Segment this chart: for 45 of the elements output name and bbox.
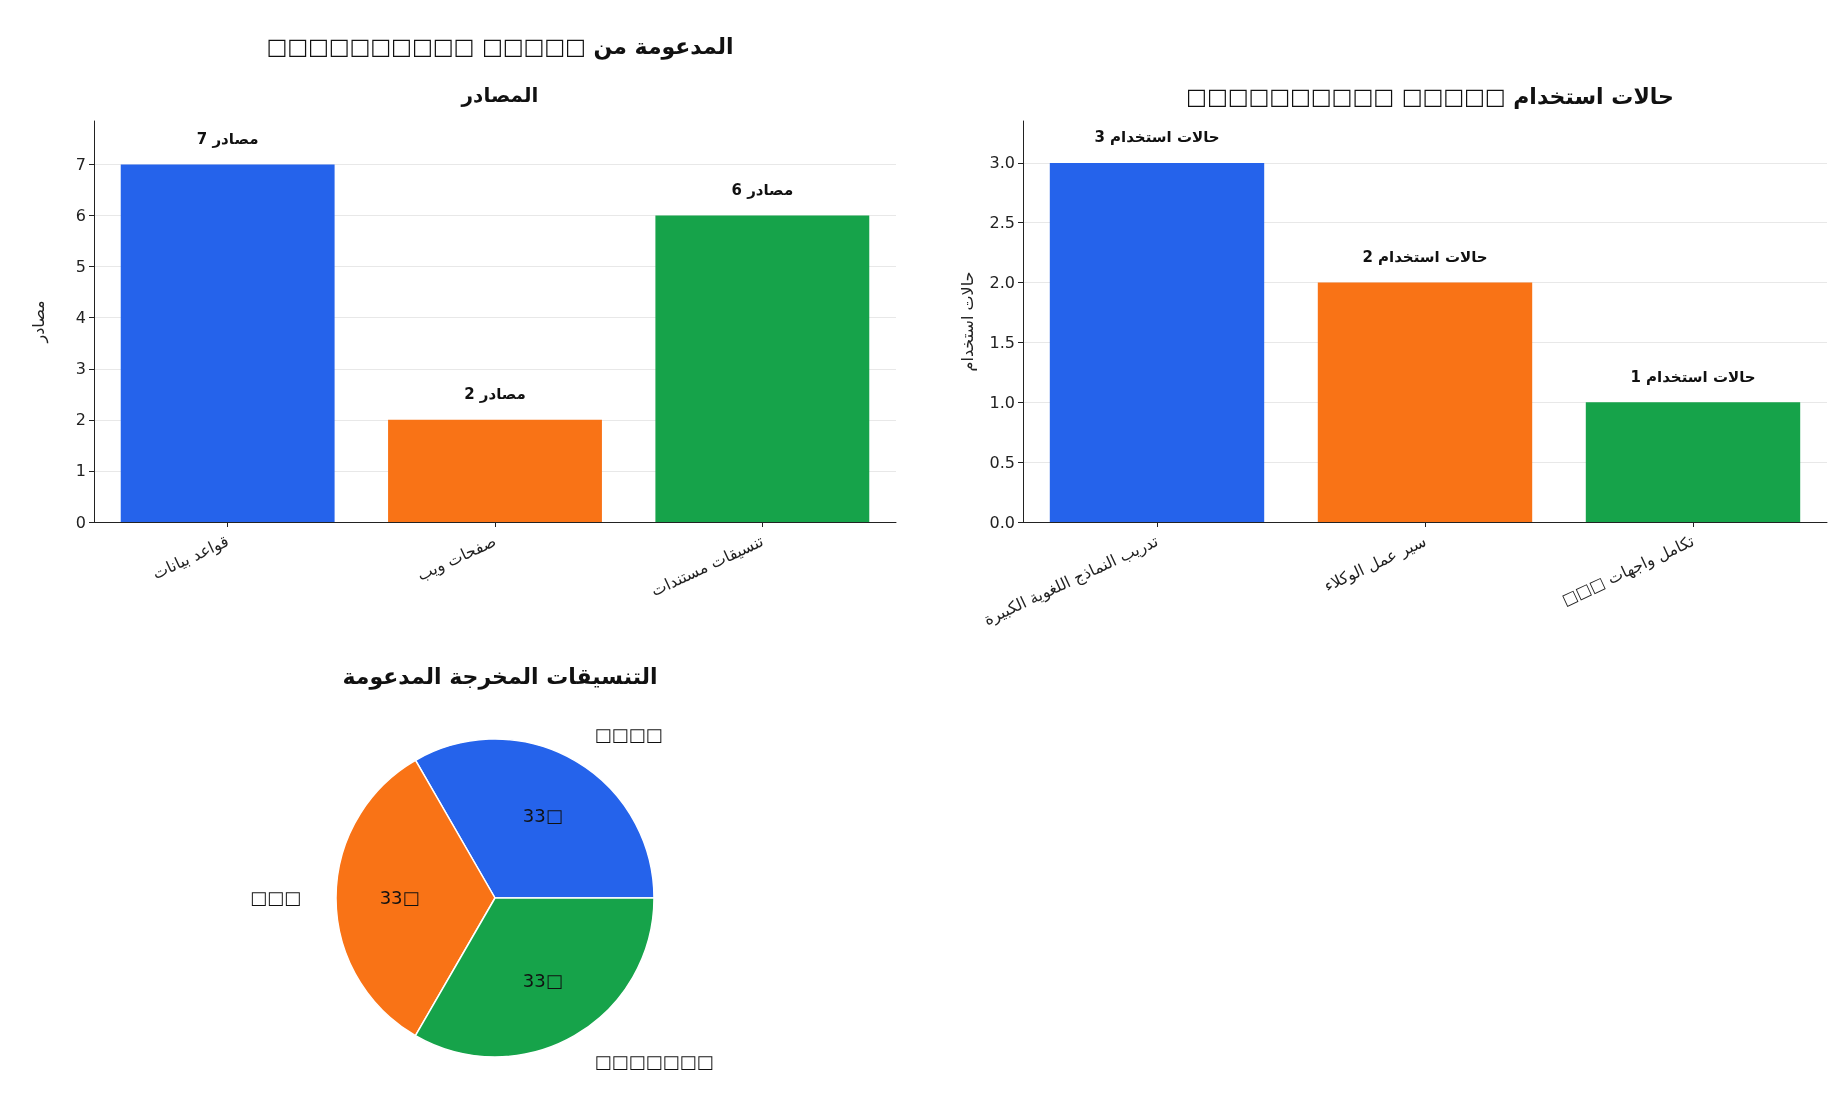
y-axis-title: مصادر — [28, 300, 49, 344]
y-tick-label: 3.0 — [989, 153, 1015, 173]
x-tick-label: تنسيقات مستندات — [647, 531, 767, 601]
slice-label: □□□□□□□ — [594, 1051, 714, 1073]
data-label: 2 حالات استخدام — [1362, 248, 1488, 267]
x-tick-label: تدريب النماذج اللغوية الكبيرة — [980, 531, 1162, 630]
slice-label: □□□□ — [594, 723, 663, 745]
data-label: 7 مصادر — [196, 129, 259, 148]
y-tick-label: 1 — [75, 461, 86, 481]
y-tick-label: 0.5 — [989, 452, 1015, 472]
y-tick-label: 4 — [75, 308, 86, 328]
y-tick-label: 1.0 — [989, 392, 1015, 412]
data-label: 33□ — [379, 887, 420, 909]
y-tick-label: 2.5 — [989, 213, 1015, 233]
x-tick-label: □□□ تكامل واجهات — [1558, 531, 1698, 611]
bar — [388, 419, 602, 522]
y-tick-label: 0 — [75, 512, 86, 532]
data-label: 33□ — [522, 804, 563, 826]
x-tick-label: قواعد بيانات — [149, 531, 233, 585]
chart-title: التنسيقات المخرجة المدعومة — [342, 663, 658, 690]
slice-label: □□□ — [249, 887, 301, 909]
y-axis-title: حالات استخدام — [957, 271, 977, 372]
data-label: 3 حالات استخدام — [1094, 128, 1220, 147]
bar — [1049, 162, 1265, 522]
y-tick-label: 1.5 — [989, 332, 1015, 352]
y-tick-label: 3 — [75, 359, 86, 379]
y-tick-label: 5 — [75, 257, 86, 277]
chart-title: □□□□□□□□□□ □□□□□ المدعومة من — [266, 33, 734, 60]
chart-subtitle: المصادر — [460, 83, 539, 107]
bar — [120, 164, 335, 522]
y-tick-label: 2.0 — [989, 273, 1015, 293]
data-label: 2 مصادر — [464, 385, 526, 404]
data-label: 33□ — [522, 970, 563, 992]
y-tick-label: 2 — [75, 410, 86, 430]
x-tick-label: سير عمل الوكلاء — [1321, 531, 1430, 597]
chart-title: □□□□□□□□□□ □□□□□ حالات استخدام — [1186, 83, 1674, 109]
bar — [1317, 282, 1533, 522]
bar — [655, 215, 870, 522]
y-tick-label: 0.0 — [989, 512, 1015, 532]
y-tick-label: 6 — [75, 206, 86, 225]
data-label: 6 مصادر — [731, 181, 794, 199]
x-tick-label: صفحات ويب — [414, 531, 500, 586]
y-tick-label: 7 — [75, 154, 86, 174]
data-label: 1 حالات استخدام — [1630, 367, 1756, 386]
bar — [1585, 402, 1801, 522]
